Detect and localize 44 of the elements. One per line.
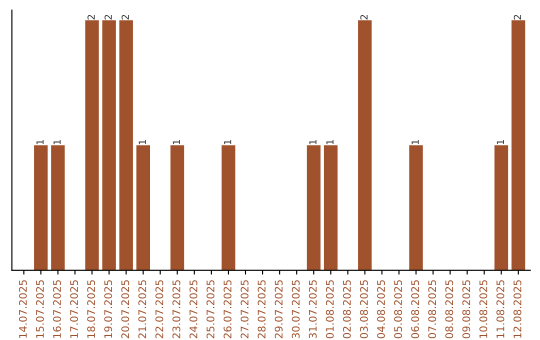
x-tick-label: 09.08.2025 bbox=[462, 280, 470, 338]
x-tick-label: 15.07.2025 bbox=[36, 280, 44, 338]
data-label: 1 bbox=[496, 140, 504, 144]
x-tick-label: 10.08.2025 bbox=[479, 280, 488, 338]
x-tick-label: 27.07.2025 bbox=[240, 280, 249, 338]
x-tick-label: 03.08.2025 bbox=[360, 280, 368, 338]
data-label: 1 bbox=[138, 140, 146, 144]
data-label: 1 bbox=[224, 140, 232, 144]
x-tick-label: 29.07.2025 bbox=[274, 280, 283, 338]
data-label: 1 bbox=[412, 140, 419, 144]
x-tick-label: 31.07.2025 bbox=[308, 280, 317, 338]
x-tick-label: 07.08.2025 bbox=[428, 280, 436, 338]
data-label: 1 bbox=[54, 140, 61, 144]
data-label: 2 bbox=[122, 14, 129, 20]
x-tick-label: 06.08.2025 bbox=[411, 280, 420, 338]
x-tick-label: 26.07.2025 bbox=[224, 280, 232, 338]
data-label: 1 bbox=[172, 140, 180, 144]
x-tick-label: 24.07.2025 bbox=[189, 280, 198, 338]
data-label: 1 bbox=[326, 140, 334, 144]
x-tick-label: 16.07.2025 bbox=[53, 280, 61, 338]
x-tick-label: 25.07.2025 bbox=[206, 280, 214, 338]
x-tick-label: 22.07.2025 bbox=[155, 280, 164, 338]
x-tick-label: 08.08.2025 bbox=[445, 280, 454, 338]
data-label: 2 bbox=[87, 14, 95, 20]
x-tick-label: 21.07.2025 bbox=[138, 280, 146, 338]
x-tick-label: 20.07.2025 bbox=[121, 280, 130, 338]
x-tick-label: 28.07.2025 bbox=[258, 280, 266, 338]
x-tick-label: 30.07.2025 bbox=[292, 280, 300, 338]
data-label: 1 bbox=[309, 140, 316, 144]
x-tick-label: 14.07.2025 bbox=[18, 280, 27, 338]
x-tick-label: 04.08.2025 bbox=[377, 280, 385, 338]
x-tick-label: 23.07.2025 bbox=[172, 280, 180, 338]
x-tick-label: 18.07.2025 bbox=[87, 280, 96, 338]
data-label: 2 bbox=[360, 14, 368, 20]
x-tick-label: 01.08.2025 bbox=[326, 280, 334, 338]
x-tick-label: 02.08.2025 bbox=[342, 280, 351, 338]
x-tick-label: 17.07.2025 bbox=[70, 280, 78, 338]
data-label: 2 bbox=[104, 14, 112, 20]
x-tick-label: 12.08.2025 bbox=[513, 280, 522, 338]
data-label: 2 bbox=[514, 14, 522, 20]
x-tick-label: 11.08.2025 bbox=[496, 280, 504, 338]
x-tick-label: 05.08.2025 bbox=[394, 280, 402, 338]
x-tick-label: 19.07.2025 bbox=[104, 280, 112, 338]
data-label: 1 bbox=[36, 140, 44, 144]
